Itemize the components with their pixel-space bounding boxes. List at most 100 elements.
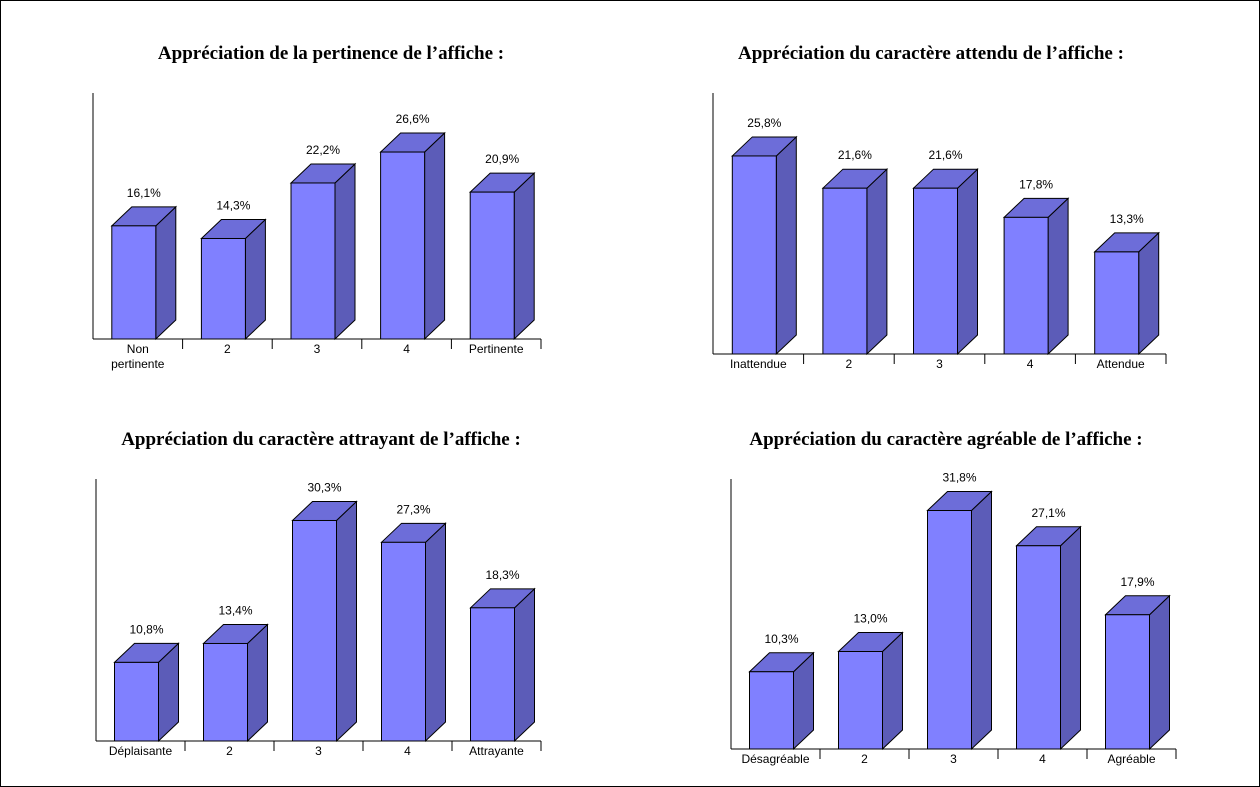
bar-3d [821, 168, 889, 356]
bar-side [1060, 525, 1081, 751]
bar-3d [291, 500, 358, 743]
value-label: 13,3% [1110, 212, 1144, 226]
bar [749, 671, 794, 750]
x-tick-label: Inattendue [729, 357, 787, 371]
bar [927, 510, 972, 750]
bar [290, 182, 336, 340]
bar-side [424, 131, 446, 341]
value-label: 17,9% [1120, 575, 1154, 589]
bar-3d [748, 651, 815, 751]
chart-title: Appréciation de la pertinence de l’affic… [158, 43, 504, 64]
bar-3d [200, 218, 267, 341]
bar [380, 151, 426, 340]
bar [292, 519, 337, 742]
bar-side [1047, 197, 1069, 356]
bar-side [775, 135, 797, 356]
x-tick-label: 2 [226, 744, 233, 758]
bar-side [1149, 594, 1170, 751]
bar-side [425, 522, 446, 743]
bar [1003, 216, 1049, 355]
bar-side [971, 490, 992, 751]
x-tick-label: 4 [404, 744, 411, 758]
bar [203, 642, 248, 742]
value-label: 22,2% [306, 143, 340, 157]
value-label: 17,8% [1019, 177, 1053, 191]
bar-3d [468, 171, 536, 341]
value-label: 30,3% [307, 480, 341, 494]
x-tick-label: 3 [950, 752, 957, 766]
x-tick-label: Pertinente [468, 342, 524, 356]
x-tick-label: 4 [403, 342, 410, 356]
x-tick-label: 2 [861, 752, 868, 766]
bar-side [247, 623, 268, 743]
bar-side [513, 171, 535, 341]
bar-3d [379, 131, 446, 341]
value-label: 27,3% [396, 502, 430, 516]
value-label: 16,1% [127, 186, 161, 200]
bar-3d [731, 135, 798, 356]
x-tick-label: 3 [313, 342, 321, 356]
bar-side [244, 218, 266, 341]
bar [822, 187, 868, 355]
bar-side [155, 205, 177, 341]
bar-side [334, 162, 356, 341]
value-label: 18,3% [485, 568, 519, 582]
bar-3d [1015, 525, 1082, 751]
bar [200, 237, 246, 340]
bar-3d [1002, 197, 1070, 356]
x-tick-label: Déplaisante [108, 744, 173, 758]
x-tick-label: 3 [936, 357, 943, 371]
value-label: 31,8% [942, 471, 976, 485]
bar-3d [289, 162, 357, 341]
x-tick-label: Attendue [1096, 357, 1145, 371]
bar [469, 191, 515, 340]
chart-title: Appréciation du caractère attendu de l’a… [738, 43, 1124, 64]
bar-side [514, 587, 535, 743]
x-tick-label: Attrayante [469, 744, 524, 758]
value-label: 27,1% [1031, 506, 1065, 520]
value-label: 21,6% [838, 148, 872, 162]
bar-3d [110, 205, 178, 341]
x-tick-label: 2 [845, 357, 853, 371]
value-label: 10,8% [129, 622, 163, 636]
bar [838, 651, 883, 750]
bar-side [957, 168, 978, 356]
value-label: 26,6% [396, 112, 430, 126]
bar-side [866, 168, 888, 356]
x-tick-label: 3 [315, 744, 322, 758]
bar-3d [469, 587, 536, 743]
value-label: 20,9% [485, 152, 519, 166]
value-label: 10,3% [764, 632, 798, 646]
x-tick-label: Non pertinente [111, 342, 165, 371]
value-label: 25,8% [747, 116, 781, 130]
bar [1105, 614, 1150, 750]
value-label: 13,4% [218, 603, 252, 617]
bar-3d [380, 522, 447, 743]
value-label: 21,6% [928, 148, 962, 162]
bar-3d [926, 490, 993, 751]
bar [114, 661, 159, 742]
x-tick-label: 2 [224, 342, 231, 356]
bar [913, 187, 958, 355]
value-label: 14,3% [216, 198, 250, 212]
bar-side [1138, 231, 1160, 356]
bar [470, 607, 515, 742]
bar [381, 541, 426, 742]
bar-side [336, 500, 357, 743]
chart-title: Appréciation du caractère agréable de l’… [749, 429, 1142, 450]
bar-3d [1093, 231, 1160, 356]
x-tick-label: 4 [1026, 357, 1034, 371]
bar [1016, 545, 1061, 750]
bar [731, 155, 777, 355]
bar [1094, 251, 1140, 355]
bar-3d [837, 631, 904, 751]
bar [111, 225, 157, 340]
x-tick-label: Agréable [1107, 752, 1156, 766]
x-tick-label: Désagréable [741, 752, 810, 766]
bar-3d [202, 623, 269, 743]
chart-title: Appréciation du caractère attrayant de l… [121, 429, 521, 450]
x-tick-label: 4 [1039, 752, 1046, 766]
value-label: 13,0% [853, 612, 887, 626]
